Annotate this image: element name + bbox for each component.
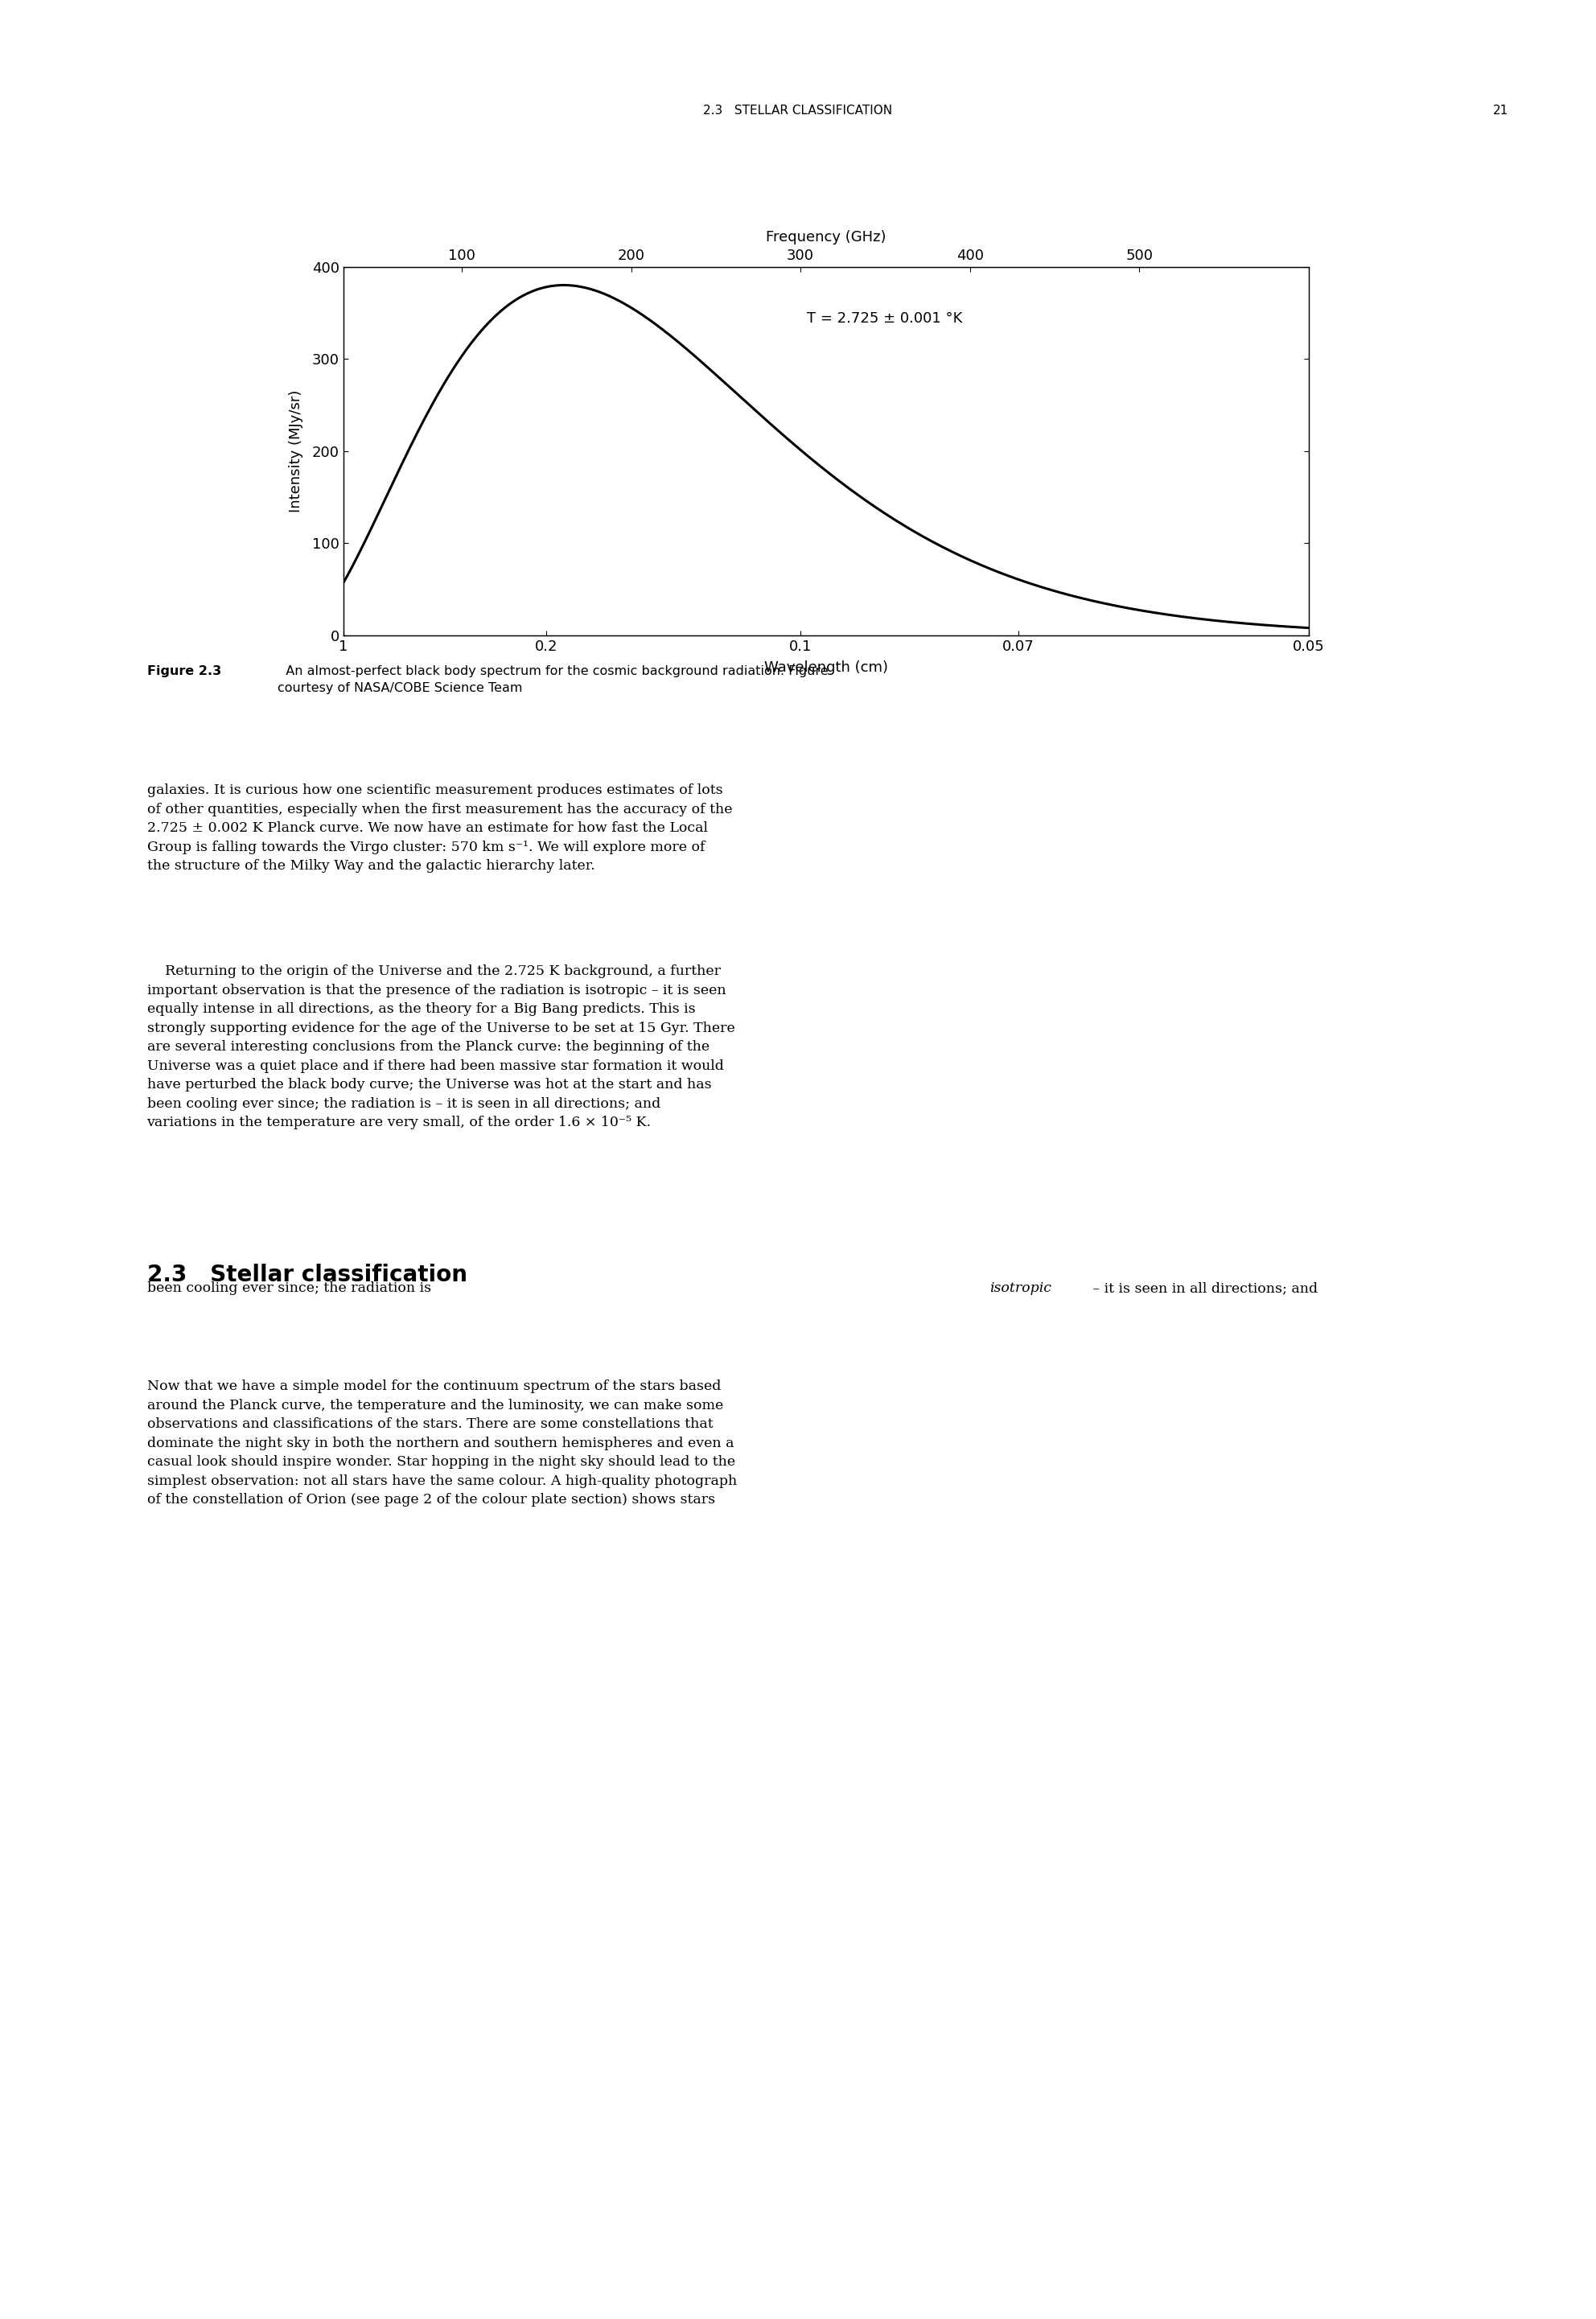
Text: – it is seen in all directions; and: – it is seen in all directions; and xyxy=(1088,1280,1318,1294)
Text: 21: 21 xyxy=(1492,104,1508,116)
Text: Now that we have a simple model for the continuum spectrum of the stars based
ar: Now that we have a simple model for the … xyxy=(147,1380,737,1507)
Text: Returning to the origin of the Universe and the 2.725 K background, a further
im: Returning to the origin of the Universe … xyxy=(147,965,734,1129)
Text: 2.3   Stellar classification: 2.3 Stellar classification xyxy=(147,1264,468,1287)
Text: An almost-perfect black body spectrum for the cosmic background radiation. Figur: An almost-perfect black body spectrum fo… xyxy=(278,666,828,693)
Text: galaxies. It is curious how one scientific measurement produces estimates of lot: galaxies. It is curious how one scientif… xyxy=(147,784,733,874)
Text: T = 2.725 ± 0.001 °K: T = 2.725 ± 0.001 °K xyxy=(806,311,962,325)
X-axis label: Frequency (GHz): Frequency (GHz) xyxy=(766,230,886,246)
Text: been cooling ever since; the radiation is: been cooling ever since; the radiation i… xyxy=(147,1280,436,1294)
Y-axis label: Intensity (MJy/sr): Intensity (MJy/sr) xyxy=(289,390,303,512)
Text: isotropic: isotropic xyxy=(990,1280,1052,1294)
X-axis label: Wavelength (cm): Wavelength (cm) xyxy=(764,661,887,675)
Text: 2.3   STELLAR CLASSIFICATION: 2.3 STELLAR CLASSIFICATION xyxy=(704,104,892,116)
Text: Figure 2.3: Figure 2.3 xyxy=(147,666,220,677)
